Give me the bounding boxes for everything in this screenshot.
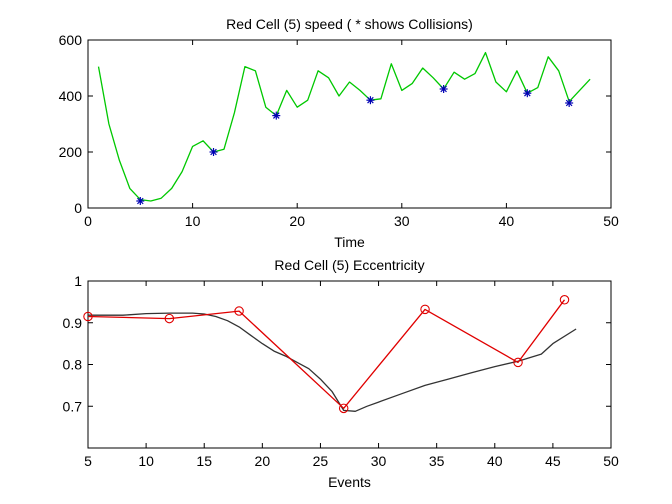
charts-container: 0 10 20 30 40 50 0 200 400 600 Red Cell (5) speed … (59, 16, 619, 490)
chart-2-x-tick-label: 45 (545, 453, 561, 469)
chart-2-y-tick-label: 0.8 (63, 357, 83, 373)
chart-2-series-2-point (234, 306, 244, 316)
chart-1-x-tick-label: 30 (394, 213, 410, 229)
chart-2-x-tick-label: 15 (196, 453, 212, 469)
chart-1-series-1-line (97, 51, 591, 202)
chart-2-y-tick-label: 0.7 (63, 398, 83, 414)
chart-2-series-1 (88, 312, 577, 412)
chart-1-series-2-point (366, 96, 375, 105)
chart-1-series-2-point (209, 148, 218, 156)
chart-1-series-2-point-stroke (272, 112, 280, 119)
chart-2-series-2-point (164, 313, 175, 324)
chart-2-series-2-point (338, 403, 349, 414)
chart-1-series-2 (136, 85, 574, 205)
chart-2-x-tick-label: 50 (603, 453, 619, 469)
chart-2-series-2-point (83, 311, 93, 322)
chart-2-series-2-point (559, 295, 570, 305)
chart-1-x-tick-label: 40 (499, 213, 515, 229)
chart-2-axes-box (87, 280, 612, 449)
chart-1-y-tick-label: 400 (59, 88, 83, 104)
chart-1-x-tick-label: 50 (603, 213, 619, 229)
chart-2-x-tick-label: 10 (138, 453, 154, 469)
chart-1-series-2-point (523, 89, 532, 98)
chart-2-y-tick-label: 0.9 (63, 315, 83, 331)
chart-1-series-2-point-stroke (136, 197, 144, 205)
chart-2-x-tick-label: 35 (429, 453, 445, 469)
chart-2-x-tick-label: 5 (84, 453, 92, 469)
chart-2-y-tick-label: 1 (74, 273, 82, 289)
chart-2-series-2 (83, 295, 570, 414)
chart-1-x-tick-label: 20 (289, 213, 305, 229)
chart-1-series-2-point-stroke (524, 89, 531, 97)
chart-1-title: Red Cell (5) speed ( * shows Collisions) (226, 16, 473, 32)
chart-1-axes-box (87, 39, 612, 209)
chart-2-x-axis-label: Events (328, 474, 371, 490)
chart-1-y-tick-label: 600 (59, 32, 83, 48)
chart-1-x-axis-label: Time (334, 234, 365, 250)
chart-1-series-1 (97, 51, 591, 202)
chart-1-series-2-point-stroke (210, 148, 217, 156)
chart-2-series-2-line (87, 299, 566, 409)
chart-1-y-tick-label: 0 (74, 200, 82, 216)
chart-2-title: Red Cell (5) Eccentricity (274, 257, 424, 273)
chart-2-x-tick-label: 25 (313, 453, 329, 469)
chart-1-series-2-point-stroke (440, 85, 447, 93)
chart-1-x-tick-label: 0 (84, 213, 92, 229)
chart-1-series-2-point (272, 111, 281, 120)
chart-1-x-tick-label: 10 (185, 213, 201, 229)
chart-2-x-tick-label: 40 (487, 453, 503, 469)
chart-2-series-2-point (420, 304, 430, 315)
chart-2: 5 10 15 20 25 30 35 40 45 50 0.7 0.8 0.9 1 Red Cell (5… (63, 257, 619, 490)
chart-2-series-2-point (513, 357, 523, 368)
chart-2-x-tick-label: 20 (255, 453, 271, 469)
chart-1-series-2-point (439, 85, 448, 93)
chart-1-series-2-point (136, 197, 145, 205)
chart-1-series-2-point-stroke (367, 96, 374, 104)
chart-1-y-tick-label: 200 (59, 144, 83, 160)
chart-1-series-2-point (565, 99, 574, 107)
chart-2-series-1-line (88, 312, 577, 412)
chart-1: 0 10 20 30 40 50 0 200 400 600 Red Cell (5) speed … (59, 16, 619, 250)
chart-2-x-tick-label: 30 (371, 453, 387, 469)
chart-1-series-2-point-stroke (565, 99, 573, 107)
